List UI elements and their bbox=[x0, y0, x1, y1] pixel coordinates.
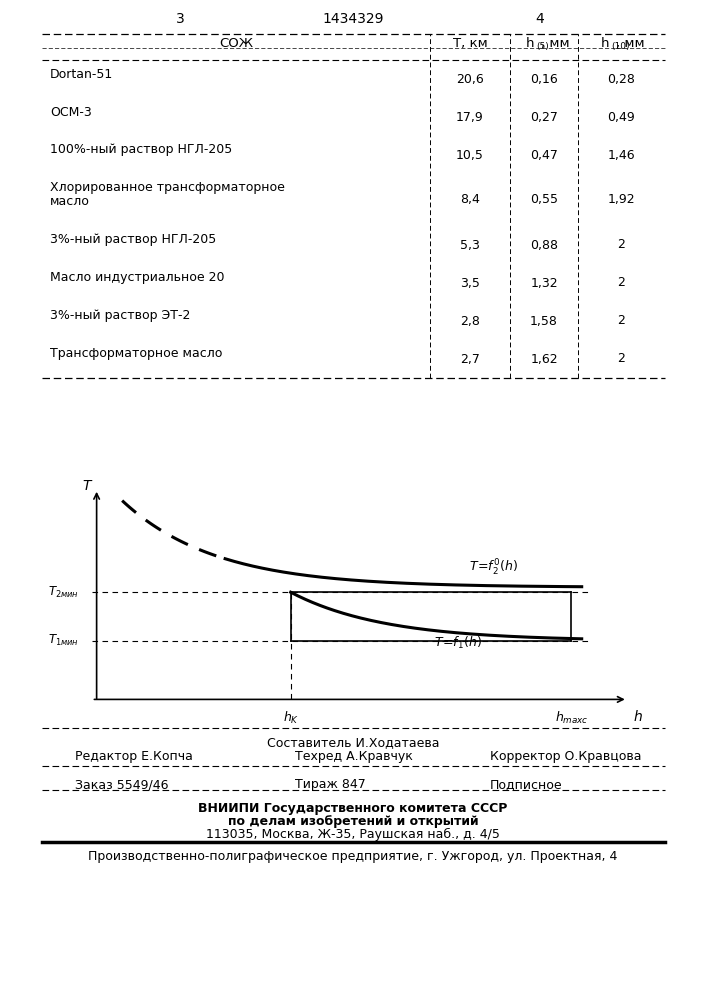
Text: 4: 4 bbox=[536, 12, 544, 26]
Text: Составитель И.Ходатаева: Составитель И.Ходатаева bbox=[267, 736, 439, 749]
Text: 2: 2 bbox=[617, 238, 626, 251]
Text: 1,58: 1,58 bbox=[530, 314, 558, 328]
Text: 1,92: 1,92 bbox=[608, 194, 636, 207]
Text: Масло индустриальное 20: Масло индустриальное 20 bbox=[50, 271, 225, 284]
Text: h: h bbox=[633, 710, 642, 724]
Text: ОСМ-3: ОСМ-3 bbox=[50, 105, 92, 118]
Text: масло: масло bbox=[50, 195, 90, 208]
Text: 100%-ный раствор НГЛ-205: 100%-ный раствор НГЛ-205 bbox=[50, 143, 233, 156]
Text: ВНИИПИ Государственного комитета СССР: ВНИИПИ Государственного комитета СССР bbox=[198, 802, 508, 815]
Text: 0,88: 0,88 bbox=[530, 238, 558, 251]
Text: Dortan-51: Dortan-51 bbox=[50, 68, 113, 81]
Text: 0,16: 0,16 bbox=[530, 73, 558, 86]
Text: $T_{1мин}$: $T_{1мин}$ bbox=[47, 633, 78, 648]
Text: Заказ 5549/46: Заказ 5549/46 bbox=[75, 778, 168, 791]
Text: 3%-ный раствор НГЛ-205: 3%-ный раствор НГЛ-205 bbox=[50, 233, 216, 246]
Text: 1,46: 1,46 bbox=[608, 148, 636, 161]
Text: $T\!=\!f_1(h)$: $T\!=\!f_1(h)$ bbox=[433, 635, 481, 651]
Text: 2: 2 bbox=[617, 353, 626, 365]
Text: Т, км: Т, км bbox=[452, 37, 487, 50]
Text: 2: 2 bbox=[617, 276, 626, 290]
Text: 2: 2 bbox=[617, 314, 626, 328]
Text: 10,5: 10,5 bbox=[456, 148, 484, 161]
Text: Тираж 847: Тираж 847 bbox=[295, 778, 366, 791]
Text: СОЖ: СОЖ bbox=[219, 37, 253, 50]
Text: по делам изобретений и открытий: по делам изобретений и открытий bbox=[228, 815, 479, 828]
Text: 0,28: 0,28 bbox=[607, 73, 636, 86]
Text: Корректор О.Кравцова: Корректор О.Кравцова bbox=[490, 750, 641, 763]
Text: $h_K$: $h_K$ bbox=[283, 710, 299, 726]
Text: h: h bbox=[525, 37, 534, 50]
Text: Хлорированное трансформаторное: Хлорированное трансформаторное bbox=[50, 181, 285, 194]
Text: 1,62: 1,62 bbox=[530, 353, 558, 365]
Text: 0,55: 0,55 bbox=[530, 194, 558, 207]
Text: 2,8: 2,8 bbox=[460, 314, 480, 328]
Text: Производственно-полиграфическое предприятие, г. Ужгород, ул. Проектная, 4: Производственно-полиграфическое предприя… bbox=[88, 850, 618, 863]
Text: 3: 3 bbox=[175, 12, 185, 26]
Text: 1434329: 1434329 bbox=[322, 12, 384, 26]
Text: $T_{2мин}$: $T_{2мин}$ bbox=[47, 585, 78, 600]
Text: (5): (5) bbox=[536, 42, 549, 51]
Text: 5,3: 5,3 bbox=[460, 238, 480, 251]
Text: (10): (10) bbox=[612, 42, 630, 51]
Text: , мм: , мм bbox=[541, 37, 570, 50]
Text: T: T bbox=[82, 479, 90, 493]
Text: 0,49: 0,49 bbox=[607, 110, 636, 123]
Text: Техред А.Кравчук: Техред А.Кравчук bbox=[295, 750, 413, 763]
Text: $h_{maxc}$: $h_{maxc}$ bbox=[555, 710, 588, 726]
Text: 17,9: 17,9 bbox=[456, 110, 484, 123]
Text: $T\!=\!f_2^0(h)$: $T\!=\!f_2^0(h)$ bbox=[469, 558, 518, 578]
Text: 0,47: 0,47 bbox=[530, 148, 558, 161]
Text: 2,7: 2,7 bbox=[460, 353, 480, 365]
Text: 3,5: 3,5 bbox=[460, 276, 480, 290]
Text: 1,32: 1,32 bbox=[530, 276, 558, 290]
Text: 20,6: 20,6 bbox=[456, 73, 484, 86]
Text: 113035, Москва, Ж-35, Раушская наб., д. 4/5: 113035, Москва, Ж-35, Раушская наб., д. … bbox=[206, 828, 500, 841]
Text: Трансформаторное масло: Трансформаторное масло bbox=[50, 348, 223, 360]
Text: Редактор Е.Копча: Редактор Е.Копча bbox=[75, 750, 193, 763]
Text: Подписное: Подписное bbox=[490, 778, 563, 791]
Text: 8,4: 8,4 bbox=[460, 194, 480, 207]
Text: , мм: , мм bbox=[617, 37, 645, 50]
Text: 0,27: 0,27 bbox=[530, 110, 558, 123]
Text: h: h bbox=[601, 37, 609, 50]
Text: 3%-ный раствор ЭТ-2: 3%-ный раствор ЭТ-2 bbox=[50, 310, 190, 322]
